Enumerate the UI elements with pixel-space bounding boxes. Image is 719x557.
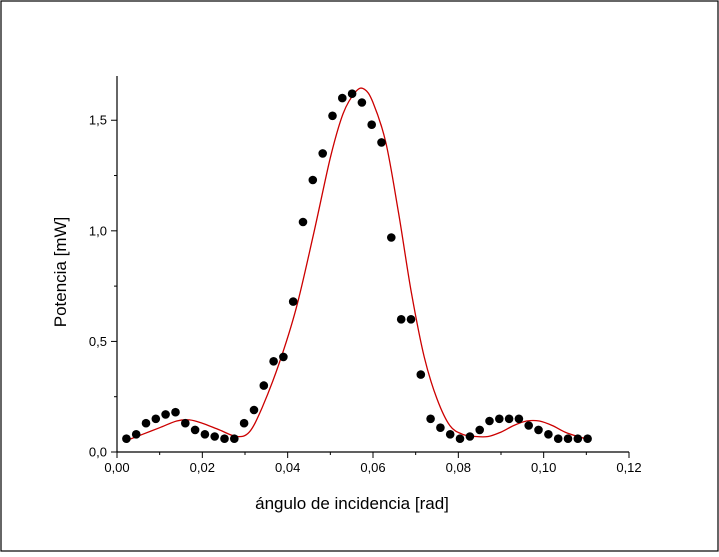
data-point bbox=[406, 315, 416, 324]
data-point bbox=[200, 430, 210, 439]
data-point bbox=[357, 98, 367, 107]
data-point bbox=[445, 430, 455, 439]
data-point bbox=[573, 434, 583, 444]
data-point bbox=[495, 414, 504, 424]
data-point bbox=[131, 430, 141, 439]
data-point bbox=[230, 434, 239, 444]
data-point bbox=[279, 352, 288, 362]
x-tick-label: 0,06 bbox=[360, 460, 385, 475]
data-point bbox=[288, 297, 298, 306]
data-point bbox=[338, 93, 347, 103]
x-tick-label: 0,00 bbox=[104, 460, 129, 475]
data-point bbox=[534, 425, 543, 435]
data-point bbox=[416, 370, 426, 379]
x-axis-label: ángulo de incidencia [rad] bbox=[255, 494, 449, 513]
y-tick-label: 0,5 bbox=[89, 334, 107, 349]
y-tick-label: 1,0 bbox=[89, 223, 107, 238]
data-point bbox=[249, 405, 259, 415]
data-point bbox=[190, 425, 200, 435]
x-tick-label: 0,04 bbox=[275, 460, 300, 475]
data-point bbox=[563, 434, 573, 444]
data-point bbox=[544, 430, 553, 439]
data-point bbox=[328, 111, 337, 121]
data-point bbox=[583, 434, 592, 444]
data-point bbox=[475, 425, 485, 435]
data-point bbox=[141, 418, 151, 428]
y-tick-label: 1,5 bbox=[89, 113, 107, 128]
data-point bbox=[396, 315, 406, 324]
data-point bbox=[269, 357, 278, 366]
data-point bbox=[210, 432, 219, 441]
y-axis-label: Potencia [mW] bbox=[51, 217, 70, 328]
y-tick-label: 0,0 bbox=[89, 445, 107, 460]
data-point bbox=[318, 149, 328, 158]
data-point bbox=[161, 410, 170, 419]
data-point bbox=[387, 233, 396, 242]
data-point bbox=[171, 407, 180, 417]
data-point bbox=[347, 89, 357, 98]
data-point bbox=[514, 414, 524, 424]
x-tick-label: 0,02 bbox=[190, 460, 215, 475]
data-point bbox=[455, 434, 465, 444]
data-point bbox=[151, 414, 161, 424]
data-point bbox=[239, 418, 249, 428]
data-point bbox=[465, 432, 475, 441]
data-point bbox=[308, 175, 318, 185]
data-point bbox=[485, 416, 494, 426]
x-tick-label: 0,10 bbox=[531, 460, 556, 475]
data-point bbox=[181, 418, 190, 428]
data-point bbox=[426, 414, 435, 424]
data-point bbox=[122, 434, 131, 444]
points-layer bbox=[122, 89, 592, 444]
x-tick-label: 0,12 bbox=[616, 460, 641, 475]
fit-layer bbox=[125, 87, 587, 442]
data-point bbox=[377, 138, 386, 147]
fit-curve bbox=[125, 87, 587, 442]
data-point bbox=[367, 120, 377, 129]
data-point bbox=[504, 414, 514, 424]
axes: 0,00 0,02 0,04 0,06 0,08 0,10 0,12 0,0 0,5 1,0 1,5 bbox=[89, 76, 642, 475]
data-point bbox=[436, 423, 445, 433]
data-point bbox=[298, 217, 308, 227]
data-point bbox=[524, 421, 533, 430]
data-point bbox=[220, 434, 229, 444]
x-tick-label: 0,08 bbox=[446, 460, 471, 475]
data-point bbox=[553, 434, 563, 444]
data-point bbox=[259, 381, 269, 390]
